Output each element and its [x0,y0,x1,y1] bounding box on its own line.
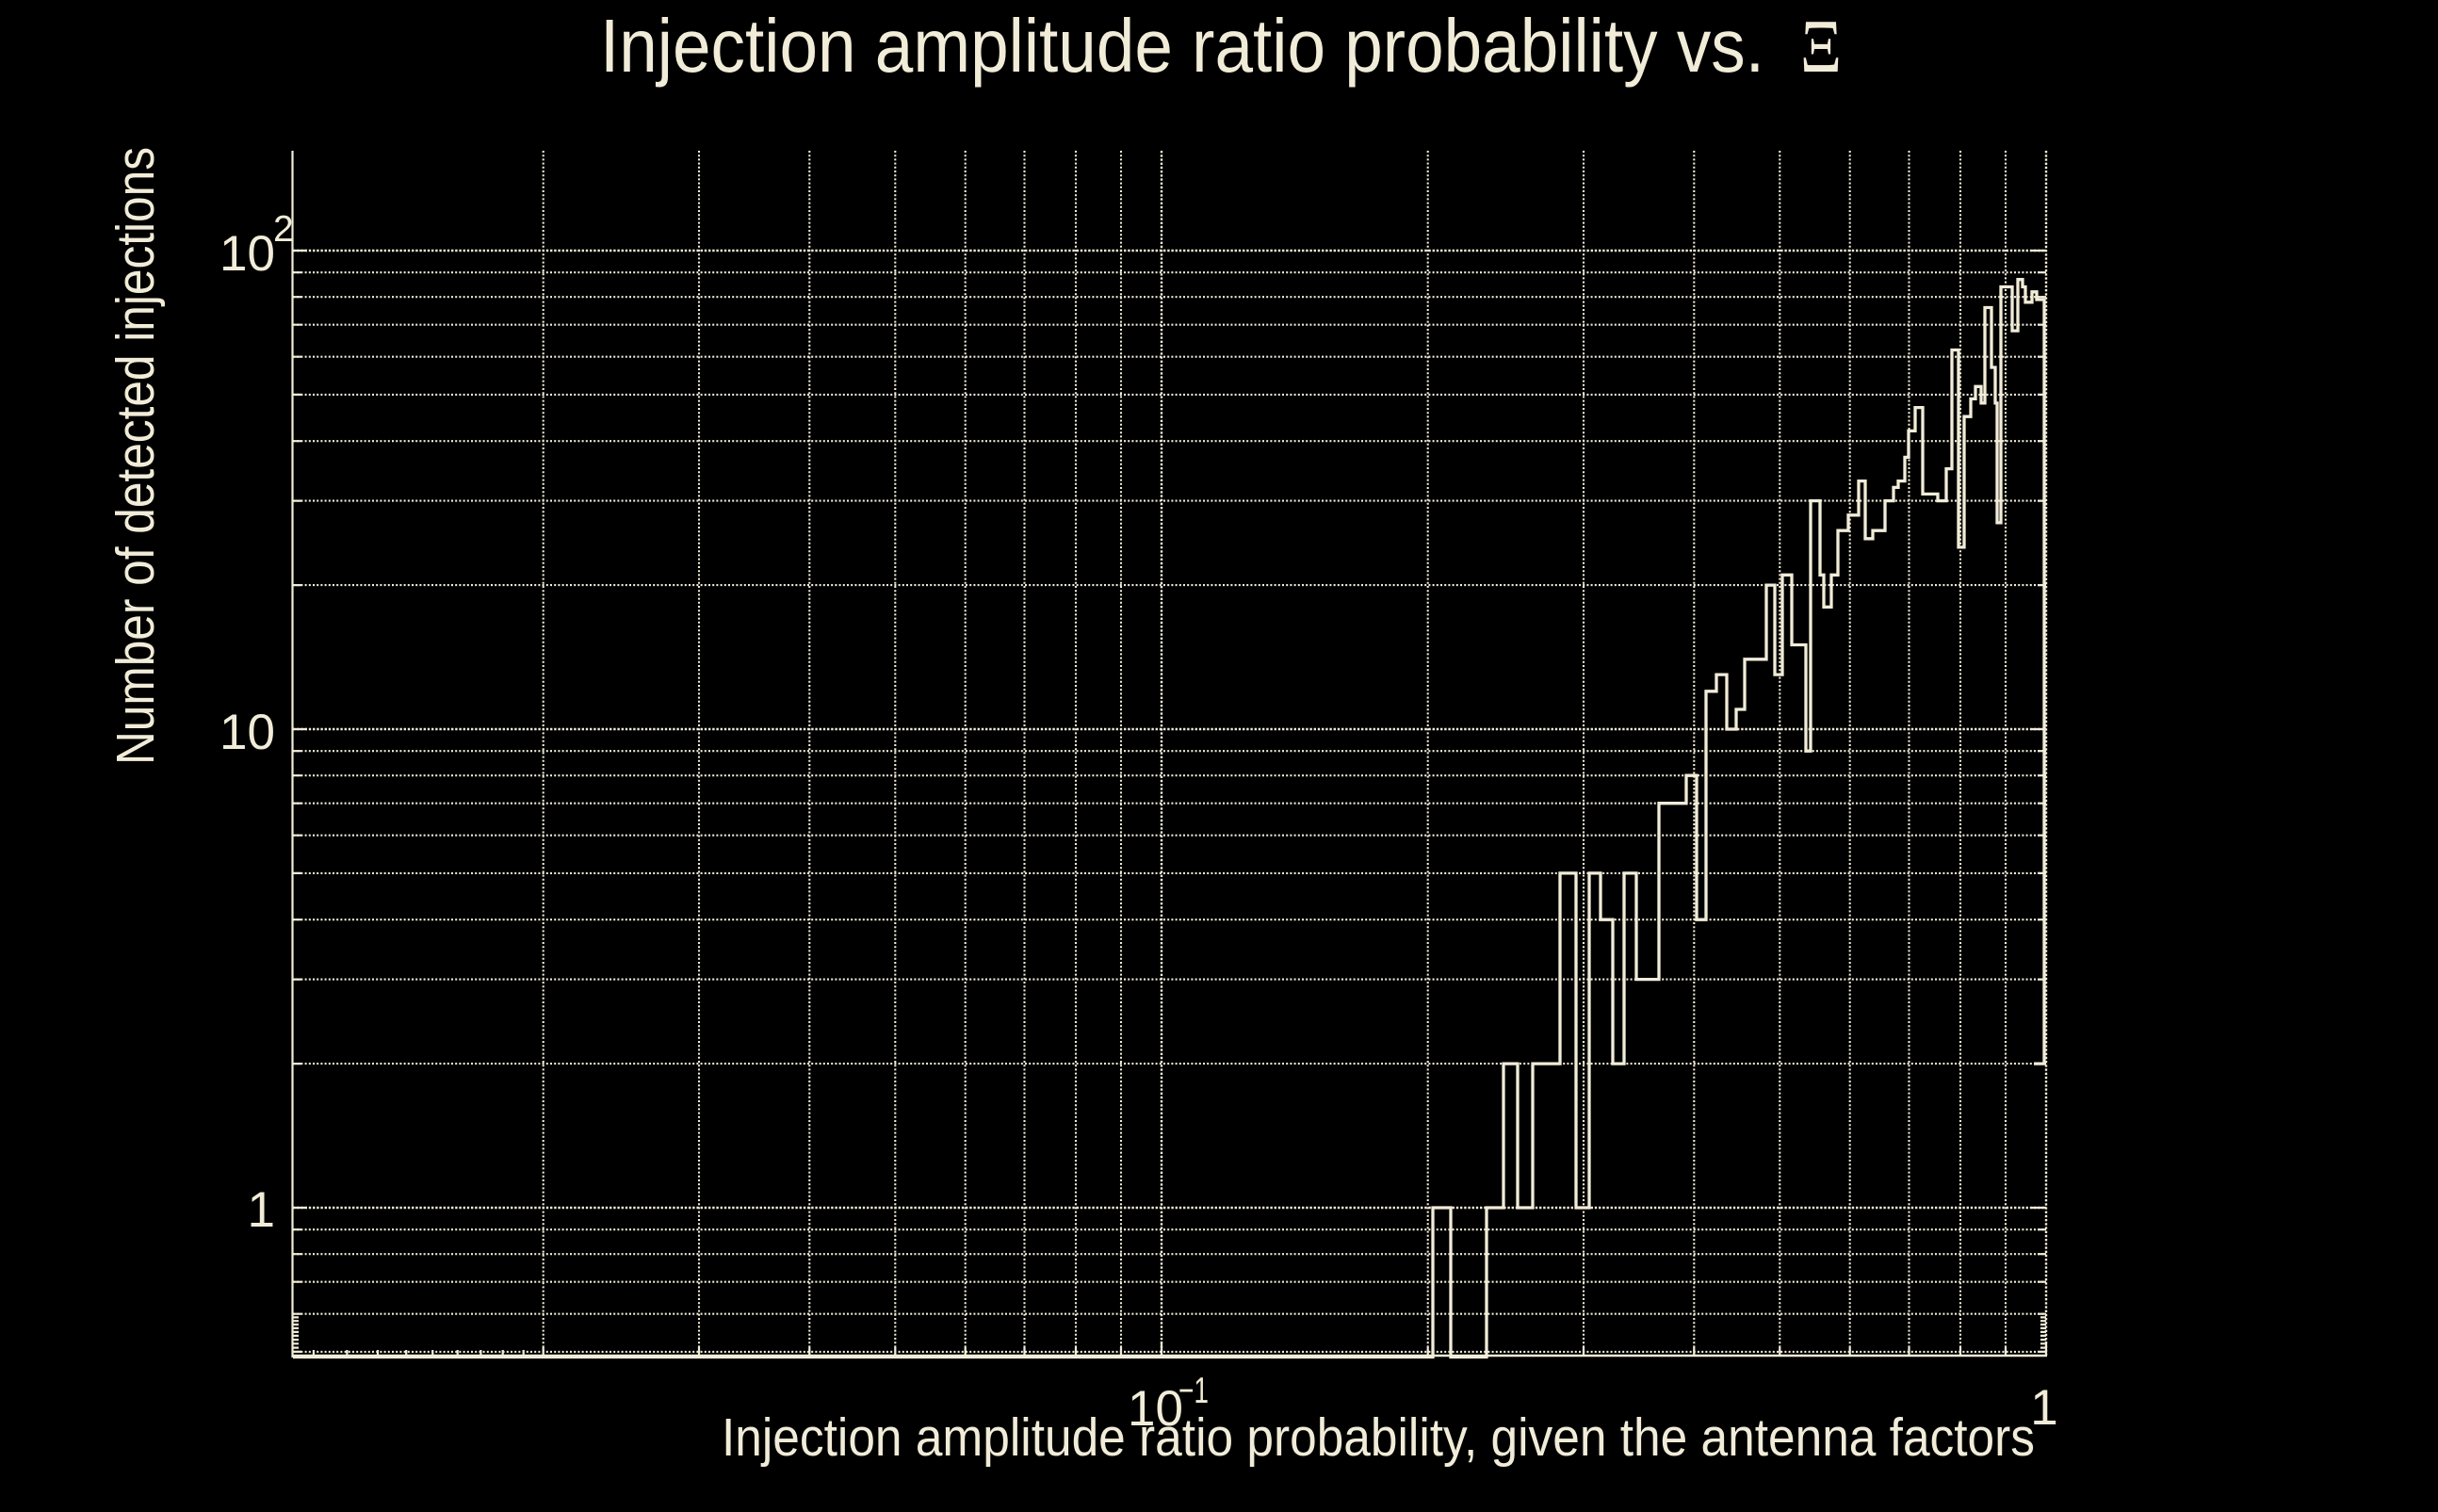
svg-text:10: 10 [219,226,275,282]
svg-text:1: 1 [2030,1380,2057,1436]
svg-text:Ξ: Ξ [1800,6,1842,89]
svg-text:Number of detected injections: Number of detected injections [106,147,166,765]
svg-text:−1: −1 [1178,1371,1209,1411]
svg-text:10: 10 [219,705,275,760]
svg-text:Injection amplitude ratio prob: Injection amplitude ratio probability vs… [600,4,1764,88]
svg-text:1: 1 [248,1182,275,1238]
svg-text:2: 2 [273,209,294,250]
svg-text:Injection amplitude ratio prob: Injection amplitude ratio probability, g… [722,1407,2035,1468]
svg-text:10: 10 [1128,1381,1183,1437]
